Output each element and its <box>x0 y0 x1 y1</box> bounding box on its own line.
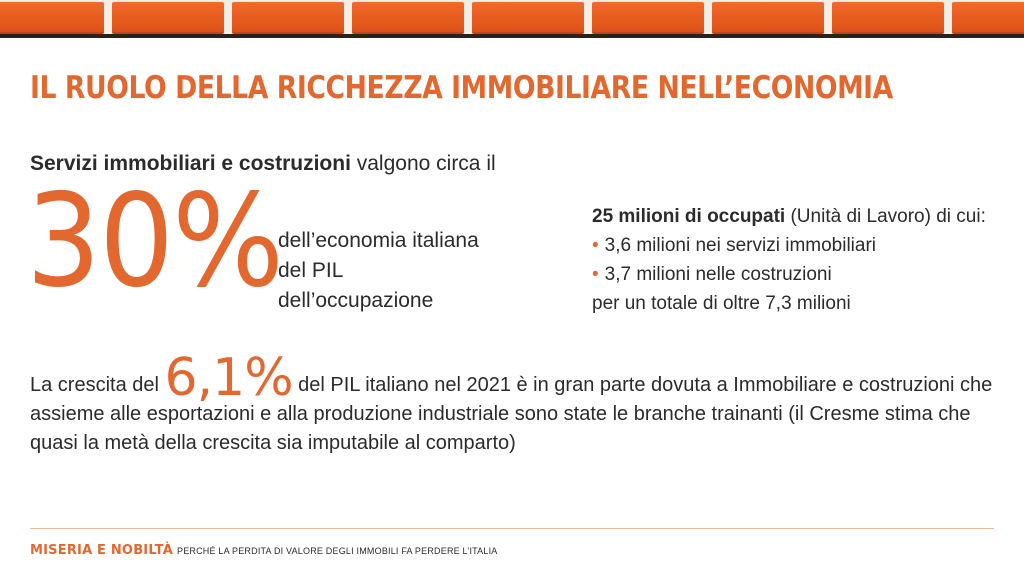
page-title: IL RUOLO DELLA RICCHEZZA IMMOBILIARE NEL… <box>30 70 893 106</box>
footer-brand: MISERIA E NOBILTÀ <box>30 543 173 558</box>
percent-item: del PIL <box>278 259 344 282</box>
footer-subtitle: PERCHÉ LA PERDITA DI VALORE DEGLI IMMOBI… <box>177 546 498 556</box>
growth-prefix: La crescita del <box>30 374 165 396</box>
brick <box>0 2 104 34</box>
lead-sentence: Servizi immobiliari e costruzioni valgon… <box>30 152 496 176</box>
brick <box>112 2 224 34</box>
percent-items: dell’economia italiana del PIL dell’occu… <box>278 226 479 316</box>
jobs-bullet-text: 3,6 milioni nei servizi immobiliari <box>604 235 877 256</box>
brick <box>472 2 584 34</box>
brick-mortar-line <box>0 34 1024 38</box>
bullet-dot-icon: • <box>592 264 599 285</box>
brick-row <box>0 2 1024 34</box>
percent-item: dell’occupazione <box>278 289 434 312</box>
jobs-block: 25 milioni di occupati (Unità di Lavoro)… <box>592 202 986 318</box>
lead-rest: valgono circa il <box>350 152 496 175</box>
brick-wall-banner <box>0 0 1024 38</box>
jobs-headline-bold: 25 milioni di occupati <box>592 206 786 227</box>
jobs-bullet: • 3,7 milioni nelle costruzioni <box>592 260 986 289</box>
brick <box>832 2 944 34</box>
footer: MISERIA E NOBILTÀ PERCHÉ LA PERDITA DI VA… <box>30 541 498 559</box>
brick <box>952 2 1024 34</box>
jobs-total: per un totale di oltre 7,3 milioni <box>592 293 851 314</box>
growth-paragraph: La crescita del 6,1% del PIL italiano ne… <box>30 352 1005 458</box>
jobs-bullet: • 3,6 milioni nei servizi immobiliari <box>592 231 986 260</box>
footer-divider <box>30 528 994 529</box>
jobs-headline: 25 milioni di occupati (Unità di Lavoro)… <box>592 202 986 231</box>
jobs-bullet-text: 3,7 milioni nelle costruzioni <box>604 264 832 285</box>
lead-bold: Servizi immobiliari e costruzioni <box>30 152 351 175</box>
growth-text: del PIL italiano nel 2021 è in gran part… <box>30 374 993 454</box>
brick <box>592 2 704 34</box>
brick <box>352 2 464 34</box>
percent-item: dell’economia italiana <box>278 229 479 252</box>
jobs-headline-rest: (Unità di Lavoro) di cui: <box>785 206 986 227</box>
brick <box>232 2 344 34</box>
growth-percent: 6,1% <box>164 348 294 408</box>
big-percent: 30% <box>26 167 284 316</box>
bullet-dot-icon: • <box>592 235 599 256</box>
brick <box>712 2 824 34</box>
